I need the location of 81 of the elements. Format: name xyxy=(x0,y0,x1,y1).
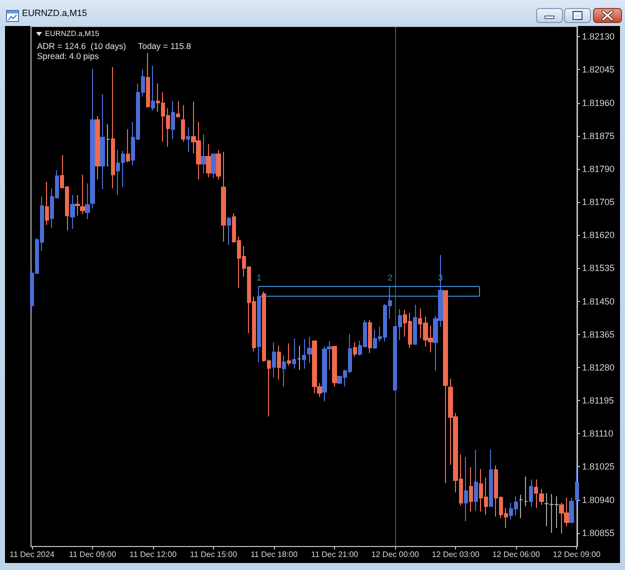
x-tick-label: 12 Dec 09:00 xyxy=(552,550,602,559)
candlestick xyxy=(201,134,206,174)
candlestick xyxy=(575,466,579,507)
candlestick xyxy=(216,149,221,180)
y-tick-label: 1.81875 xyxy=(582,130,615,141)
candlestick xyxy=(90,68,95,209)
candlestick xyxy=(176,100,180,118)
y-tick-label: 1.80855 xyxy=(582,528,615,538)
y-tick-label: 1.80940 xyxy=(582,494,615,505)
candlestick xyxy=(534,479,538,508)
y-tick-label: 1.81365 xyxy=(582,329,615,340)
x-tick-label: 12 Dec 00:00 xyxy=(371,550,420,559)
annotation: Spread: 4.0 pips xyxy=(37,51,99,61)
y-tick-label: 1.81110 xyxy=(582,428,614,439)
annotation: ADR = 124.6 (10 days) xyxy=(37,41,126,51)
chart-title: EURNZD.a,M15 xyxy=(22,8,88,18)
y-tick-label: 1.81960 xyxy=(582,98,615,108)
candlestick xyxy=(186,126,190,153)
candlestick xyxy=(221,151,226,242)
candlestick xyxy=(489,449,493,507)
candlestick xyxy=(227,216,231,246)
y-tick-label: 1.81790 xyxy=(582,164,615,174)
candlestick xyxy=(287,342,291,366)
candlestick xyxy=(95,116,100,180)
candlestick xyxy=(126,128,130,163)
candlestick xyxy=(45,181,49,226)
annotation: Today = 115.8 xyxy=(138,41,192,51)
candlestick xyxy=(146,52,150,108)
x-tick-label: 12 Dec 03:00 xyxy=(432,550,480,559)
annotation: 1 xyxy=(256,272,262,282)
candlestick xyxy=(272,342,276,378)
x-tick-label: 11 Dec 18:00 xyxy=(250,550,298,559)
candlestick xyxy=(111,66,115,189)
candlestick xyxy=(257,286,261,363)
candlestick xyxy=(70,194,75,230)
y-tick-label: 1.81620 xyxy=(582,230,615,240)
candlestick xyxy=(413,304,417,346)
y-tick-label: 1.81535 xyxy=(582,263,615,274)
x-tick-label: 11 Dec 12:00 xyxy=(130,550,178,559)
x-tick-label: 11 Dec 09:00 xyxy=(69,550,117,559)
candlestick xyxy=(85,182,90,220)
candlestick xyxy=(80,174,85,215)
candlestick xyxy=(307,336,312,364)
candlestick xyxy=(151,65,155,112)
candlestick xyxy=(211,154,216,179)
candlestick xyxy=(569,497,574,524)
candlestick xyxy=(469,466,473,512)
candlestick xyxy=(292,338,296,370)
candlestick xyxy=(464,456,468,522)
candlestick xyxy=(277,345,281,380)
candlestick xyxy=(529,479,533,508)
candlestick xyxy=(539,488,544,506)
x-tick-label: 11 Dec 21:00 xyxy=(311,550,359,559)
y-tick-label: 1.82130 xyxy=(582,32,615,42)
candlestick xyxy=(443,290,448,484)
y-tick-label: 1.82045 xyxy=(582,64,615,75)
candlestick xyxy=(282,354,286,388)
y-tick-label: 1.81450 xyxy=(582,296,615,306)
candlestick xyxy=(171,100,175,140)
y-tick-label: 1.81195 xyxy=(582,396,614,406)
x-tick-label: 11 Dec 2024 xyxy=(10,550,55,559)
candlestick xyxy=(100,94,105,190)
candlestick xyxy=(302,338,306,370)
candlestick xyxy=(474,449,478,512)
y-tick-label: 1.81705 xyxy=(582,197,615,208)
candlestick xyxy=(181,104,185,142)
candlestick xyxy=(206,144,211,178)
candlestick xyxy=(368,319,372,354)
candlestick xyxy=(106,124,110,168)
candlestick xyxy=(75,194,80,216)
candlestick xyxy=(353,342,357,358)
candlestick xyxy=(544,492,549,527)
x-tick-label: 11 Dec 15:00 xyxy=(190,550,238,559)
x-tick-label: 12 Dec 06:00 xyxy=(492,550,540,559)
candlestick xyxy=(332,346,337,388)
y-tick-label: 1.81280 xyxy=(582,362,615,372)
candlestick xyxy=(524,476,528,507)
candlestick xyxy=(297,345,301,370)
candlestick xyxy=(519,494,523,519)
annotation: 2 xyxy=(388,272,392,282)
y-tick-label: 1.81025 xyxy=(582,462,615,472)
